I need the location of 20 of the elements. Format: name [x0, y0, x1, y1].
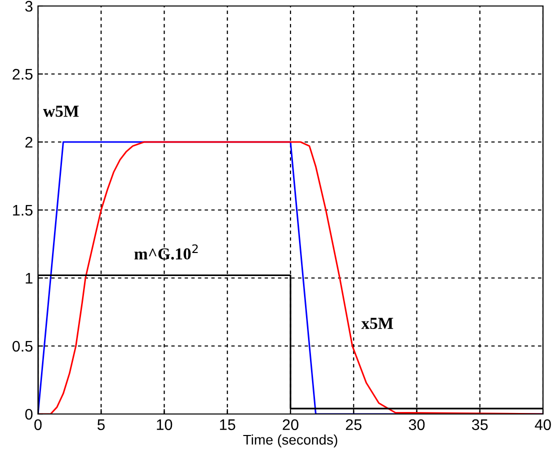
annotation: w5M	[43, 106, 79, 117]
x-tick-label: 20	[282, 419, 298, 430]
y-tick-label: 2	[25, 136, 32, 148]
annotation: m^G.10$^{2}$	[134, 244, 198, 260]
y-tick-label: 2.5	[12, 68, 32, 80]
x-tick-label: 15	[220, 419, 236, 430]
y-tick-label: 0.5	[12, 340, 32, 352]
y-tick-label: 1	[26, 273, 32, 284]
x-axis-title: Time (seconds)	[243, 434, 338, 448]
x-tick-label: 35	[472, 419, 488, 430]
annotation: x5M	[361, 318, 394, 330]
x-tick-label: 30	[408, 419, 425, 430]
x-tick-label: 25	[346, 419, 362, 430]
y-tick-label: 1.5	[13, 205, 32, 216]
y-tick-label: 3	[25, 0, 32, 12]
x-tick-label: 0	[34, 419, 42, 430]
x-tick-label: 40	[534, 419, 551, 430]
x-tick-label: 5	[97, 419, 105, 430]
y-tick-label: 0	[25, 408, 33, 420]
x-tick-label: 10	[156, 419, 172, 430]
